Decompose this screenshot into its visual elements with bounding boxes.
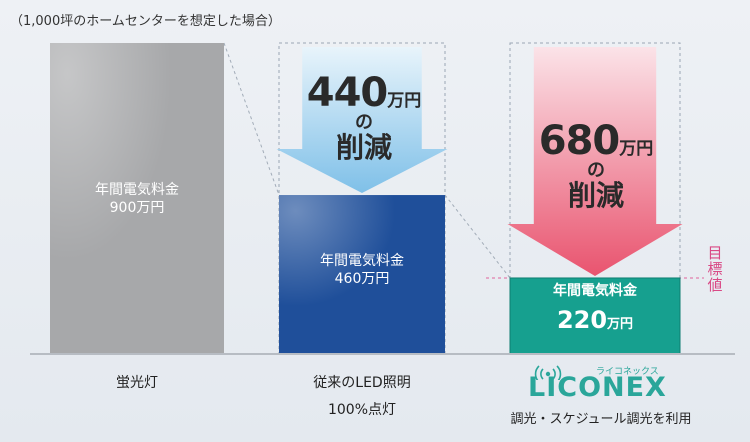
reduction-arrow-440 [276, 47, 448, 194]
category-label-fluorescent: 蛍光灯 [50, 370, 224, 397]
assumption-note: （1,000坪のホームセンターを想定した場合） [10, 14, 281, 29]
guide-line-0 [223, 42, 280, 196]
category-line: 100%点灯 [327, 401, 397, 418]
reduction-particle: の [355, 112, 373, 133]
target-label-char: 値 [707, 275, 723, 294]
bar-label-value: 220 [556, 305, 608, 334]
target-label: 目 標 値 [706, 244, 724, 294]
reduction-word: 削減 [335, 130, 392, 164]
target-label-char: 標 [707, 259, 723, 278]
bars [50, 43, 681, 355]
reduction-value: 440 [306, 70, 388, 116]
target-label-char: 目 [707, 244, 723, 262]
bar-gloss-0 [50, 43, 224, 354]
reduction-arrows [276, 47, 683, 276]
bar-label-unit: 万円 [607, 316, 634, 332]
category-label-liconex-sub: 調光・スケジュール調光を利用 [510, 412, 692, 427]
liconex-logo: ライコネックス LICONEX [528, 365, 698, 404]
signal-waves-icon [534, 365, 562, 380]
guide-line-1 [444, 194, 511, 279]
reduction-label-440: 440万円 の 削減 [286, 72, 442, 162]
bar-label-value: 460万円 [334, 270, 390, 287]
bar-label-conventional-led: 年間電気料金 460万円 [279, 253, 445, 288]
bar-label-title: 年間電気料金 [553, 283, 637, 299]
reduction-value: 680 [538, 118, 620, 164]
bar-gloss-1 [279, 195, 445, 354]
bar-label-fluorescent: 年間電気料金 900万円 [50, 182, 224, 217]
category-label-conventional-led: 従来のLED照明 100%点灯 [279, 370, 445, 423]
category-line: 従来のLED照明 [313, 375, 411, 391]
reduction-unit: 万円 [619, 139, 654, 159]
bar-label-value-row: 220万円 [510, 305, 680, 335]
logo-wordmark: LICONEX [528, 372, 667, 403]
reduction-word: 削減 [567, 178, 624, 212]
bar-label-title: 年間電気料金 [95, 182, 179, 198]
reduction-particle: の [587, 160, 605, 181]
logo-kana: ライコネックス [596, 367, 659, 377]
bar-label-value: 900万円 [109, 199, 165, 216]
bar-label-title: 年間電気料金 [320, 253, 404, 269]
reduction-unit: 万円 [387, 91, 422, 111]
category-line: 蛍光灯 [116, 375, 158, 391]
bar-2 [510, 277, 680, 354]
bar-label-liconex: 年間電気料金 220万円 [510, 283, 680, 335]
reduction-arrow-680 [507, 47, 683, 276]
reduction-label-680: 680万円 の 削減 [518, 120, 674, 210]
